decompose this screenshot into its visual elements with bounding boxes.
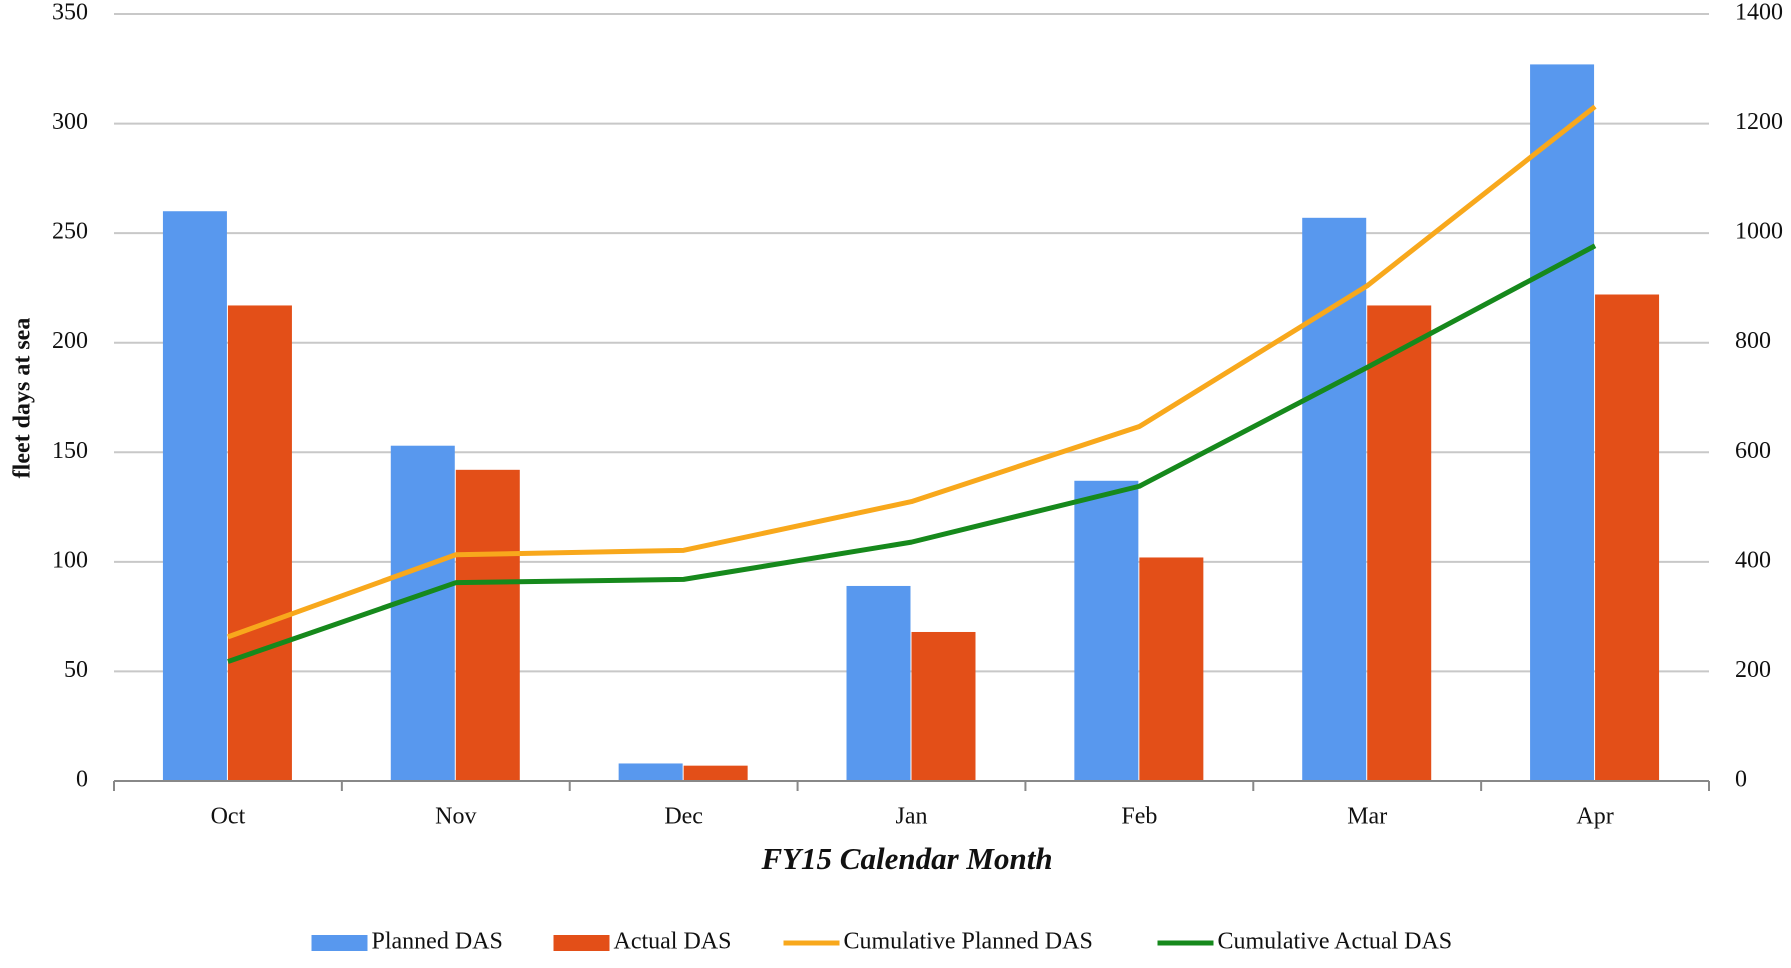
legend-label: Planned DAS bbox=[372, 929, 503, 955]
x-tick-label: Oct bbox=[211, 804, 246, 830]
y-tick-label: 350 bbox=[52, 0, 88, 26]
x-tick-label: Jan bbox=[896, 804, 928, 830]
y-tick-label: 0 bbox=[76, 767, 88, 793]
bar bbox=[683, 765, 748, 781]
legend-label: Actual DAS bbox=[614, 929, 732, 955]
y2-tick-label: 800 bbox=[1735, 328, 1771, 354]
bar bbox=[1595, 294, 1660, 781]
y2-tick-label: 1400 bbox=[1735, 0, 1783, 26]
y-tick-label: 250 bbox=[52, 219, 88, 245]
bar bbox=[455, 469, 520, 781]
bar bbox=[227, 305, 292, 781]
bar bbox=[162, 211, 227, 781]
x-tick-label: Nov bbox=[435, 804, 476, 830]
legend-swatch bbox=[311, 935, 368, 951]
bar bbox=[911, 631, 976, 781]
y-tick-label: 150 bbox=[52, 438, 88, 464]
x-tick-label: Mar bbox=[1347, 804, 1387, 830]
bar bbox=[390, 445, 455, 781]
y-tick-label: 200 bbox=[52, 328, 88, 354]
bar bbox=[1367, 305, 1432, 781]
legend-label: Cumulative Planned DAS bbox=[844, 929, 1093, 955]
bar bbox=[1302, 217, 1367, 781]
y2-tick-label: 400 bbox=[1735, 547, 1771, 573]
y2-tick-label: 0 bbox=[1735, 767, 1747, 793]
bar bbox=[1074, 480, 1139, 781]
line-series bbox=[227, 104, 1597, 640]
y-tick-label: 100 bbox=[52, 547, 88, 573]
bar bbox=[618, 763, 683, 781]
legend-label: Cumulative Actual DAS bbox=[1218, 929, 1453, 955]
x-tick-label: Dec bbox=[664, 804, 703, 830]
y2-tick-label: 600 bbox=[1735, 438, 1771, 464]
y2-tick-label: 1200 bbox=[1735, 109, 1783, 135]
x-tick-label: Feb bbox=[1121, 804, 1157, 830]
bar bbox=[1530, 64, 1595, 782]
bar bbox=[1139, 557, 1204, 781]
y2-tick-label: 1000 bbox=[1735, 219, 1783, 245]
y-tick-label: 300 bbox=[52, 109, 88, 135]
y-axis-title: fleet days at sea bbox=[10, 318, 36, 479]
y-tick-label: 50 bbox=[64, 657, 88, 683]
line-series bbox=[227, 243, 1597, 664]
x-axis-title: FY15 Calendar Month bbox=[760, 841, 1052, 876]
y2-tick-label: 200 bbox=[1735, 657, 1771, 683]
bar bbox=[846, 585, 911, 781]
x-tick-label: Apr bbox=[1576, 804, 1613, 830]
legend-swatch bbox=[553, 935, 610, 951]
